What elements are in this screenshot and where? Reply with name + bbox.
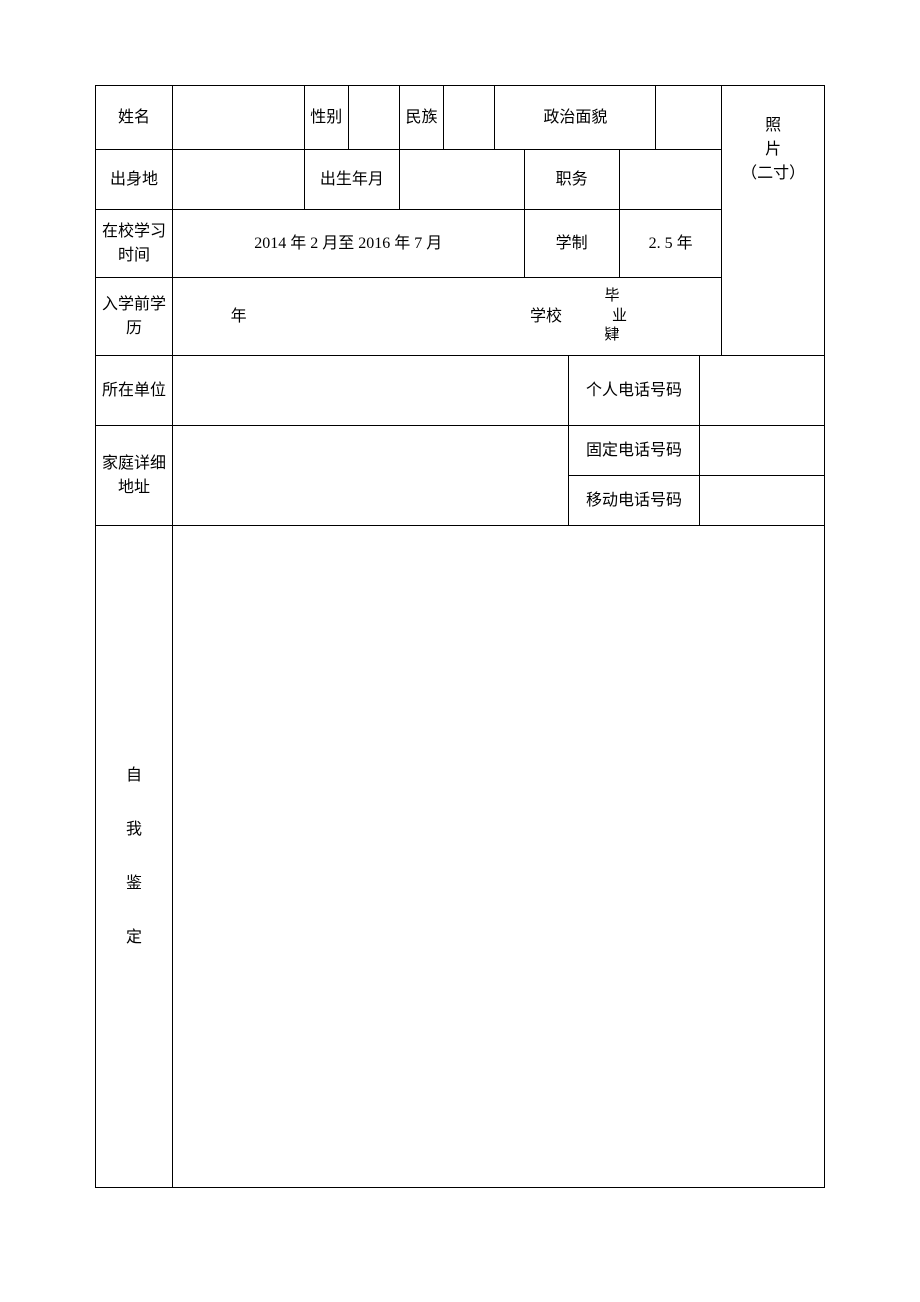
label-prior-education: 入学前学历 (96, 278, 173, 356)
label-birthdate: 出生年月 (304, 150, 399, 210)
label-position: 职务 (524, 150, 619, 210)
value-study-system: 2. 5 年 (619, 210, 722, 278)
value-position (619, 150, 722, 210)
value-self-evaluation (172, 526, 824, 1188)
registration-form-table: 姓名 性别 民族 政治面貌 照 片 （二寸） 出身地 出生年月 职务 在校学习时… (95, 85, 825, 1188)
value-ethnicity (443, 86, 494, 150)
value-mobile (700, 476, 825, 526)
label-home-address: 家庭详细地址 (96, 426, 173, 526)
label-mobile: 移动电话号码 (568, 476, 700, 526)
label-political: 政治面貌 (495, 86, 656, 150)
label-landline: 固定电话号码 (568, 426, 700, 476)
photo-label-3: （二寸） (741, 165, 805, 182)
value-prior-year (304, 278, 524, 356)
label-self-evaluation: 自 我 鉴 定 (96, 526, 173, 1188)
value-workplace (172, 356, 568, 426)
value-study-period: 2014 年 2 月至 2016 年 7 月 (172, 210, 524, 278)
value-name (172, 86, 304, 150)
label-study-period: 在校学习时间 (96, 210, 173, 278)
value-landline (700, 426, 825, 476)
label-graduate: 毕 业肄 (568, 278, 656, 356)
self-eval-char-4: 定 (116, 926, 152, 950)
value-political (656, 86, 722, 150)
label-personal-phone: 个人电话号码 (568, 356, 700, 426)
value-birthdate (400, 150, 525, 210)
photo-label-1: 照 (765, 117, 781, 134)
label-workplace: 所在单位 (96, 356, 173, 426)
label-school: 学校 (524, 278, 568, 356)
photo-placeholder: 照 片 （二寸） (722, 86, 825, 356)
label-ethnicity: 民族 (400, 86, 444, 150)
self-eval-char-1: 自 (116, 764, 152, 788)
value-gender (348, 86, 399, 150)
self-eval-char-3: 鉴 (116, 872, 152, 896)
label-name: 姓名 (96, 86, 173, 150)
value-home-address (172, 426, 568, 526)
value-personal-phone (700, 356, 825, 426)
value-prior-school (656, 278, 722, 356)
label-year: 年 (172, 278, 304, 356)
value-birthplace (172, 150, 304, 210)
photo-label-2: 片 (765, 141, 781, 158)
label-birthplace: 出身地 (96, 150, 173, 210)
label-gender: 性别 (304, 86, 348, 150)
self-eval-char-2: 我 (116, 818, 152, 842)
label-study-system: 学制 (524, 210, 619, 278)
